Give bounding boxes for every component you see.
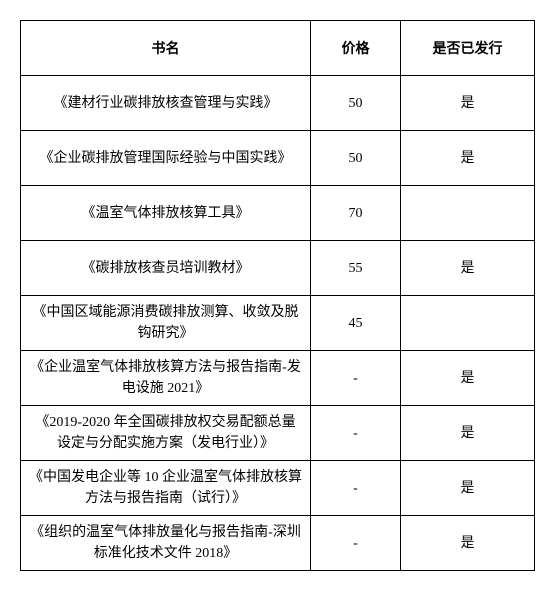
table-row: 《中国发电企业等 10 企业温室气体排放核算方法与报告指南（试行）》 - 是 — [21, 461, 535, 516]
cell-price: 55 — [311, 241, 401, 296]
table-row: 《温室气体排放核算工具》 70 — [21, 186, 535, 241]
cell-issued — [401, 186, 535, 241]
table-header-row: 书名 价格 是否已发行 — [21, 21, 535, 76]
cell-title: 《企业温室气体排放核算方法与报告指南-发电设施 2021》 — [21, 351, 311, 406]
cell-issued — [401, 296, 535, 351]
cell-title: 《中国发电企业等 10 企业温室气体排放核算方法与报告指南（试行）》 — [21, 461, 311, 516]
table-row: 《2019-2020 年全国碳排放权交易配额总量设定与分配实施方案（发电行业）》… — [21, 406, 535, 461]
cell-issued: 是 — [401, 406, 535, 461]
cell-price: 70 — [311, 186, 401, 241]
cell-title: 《2019-2020 年全国碳排放权交易配额总量设定与分配实施方案（发电行业）》 — [21, 406, 311, 461]
cell-title: 《组织的温室气体排放量化与报告指南-深圳标准化技术文件 2018》 — [21, 516, 311, 571]
cell-price: 45 — [311, 296, 401, 351]
cell-issued: 是 — [401, 241, 535, 296]
cell-price: 50 — [311, 76, 401, 131]
books-table: 书名 价格 是否已发行 《建材行业碳排放核查管理与实践》 50 是 《企业碳排放… — [20, 20, 535, 571]
cell-issued: 是 — [401, 131, 535, 186]
cell-issued: 是 — [401, 351, 535, 406]
col-issued: 是否已发行 — [401, 21, 535, 76]
col-title: 书名 — [21, 21, 311, 76]
cell-title: 《企业碳排放管理国际经验与中国实践》 — [21, 131, 311, 186]
cell-title: 《中国区域能源消费碳排放测算、收敛及脱钩研究》 — [21, 296, 311, 351]
cell-title: 《建材行业碳排放核查管理与实践》 — [21, 76, 311, 131]
table-row: 《建材行业碳排放核查管理与实践》 50 是 — [21, 76, 535, 131]
col-price: 价格 — [311, 21, 401, 76]
cell-issued: 是 — [401, 76, 535, 131]
table-row: 《企业碳排放管理国际经验与中国实践》 50 是 — [21, 131, 535, 186]
table-body: 《建材行业碳排放核查管理与实践》 50 是 《企业碳排放管理国际经验与中国实践》… — [21, 76, 535, 571]
table-row: 《组织的温室气体排放量化与报告指南-深圳标准化技术文件 2018》 - 是 — [21, 516, 535, 571]
cell-price: - — [311, 351, 401, 406]
cell-price: - — [311, 516, 401, 571]
cell-title: 《碳排放核查员培训教材》 — [21, 241, 311, 296]
cell-title: 《温室气体排放核算工具》 — [21, 186, 311, 241]
table-row: 《碳排放核查员培训教材》 55 是 — [21, 241, 535, 296]
cell-issued: 是 — [401, 516, 535, 571]
cell-price: - — [311, 406, 401, 461]
table-row: 《企业温室气体排放核算方法与报告指南-发电设施 2021》 - 是 — [21, 351, 535, 406]
cell-issued: 是 — [401, 461, 535, 516]
cell-price: 50 — [311, 131, 401, 186]
cell-price: - — [311, 461, 401, 516]
table-row: 《中国区域能源消费碳排放测算、收敛及脱钩研究》 45 — [21, 296, 535, 351]
